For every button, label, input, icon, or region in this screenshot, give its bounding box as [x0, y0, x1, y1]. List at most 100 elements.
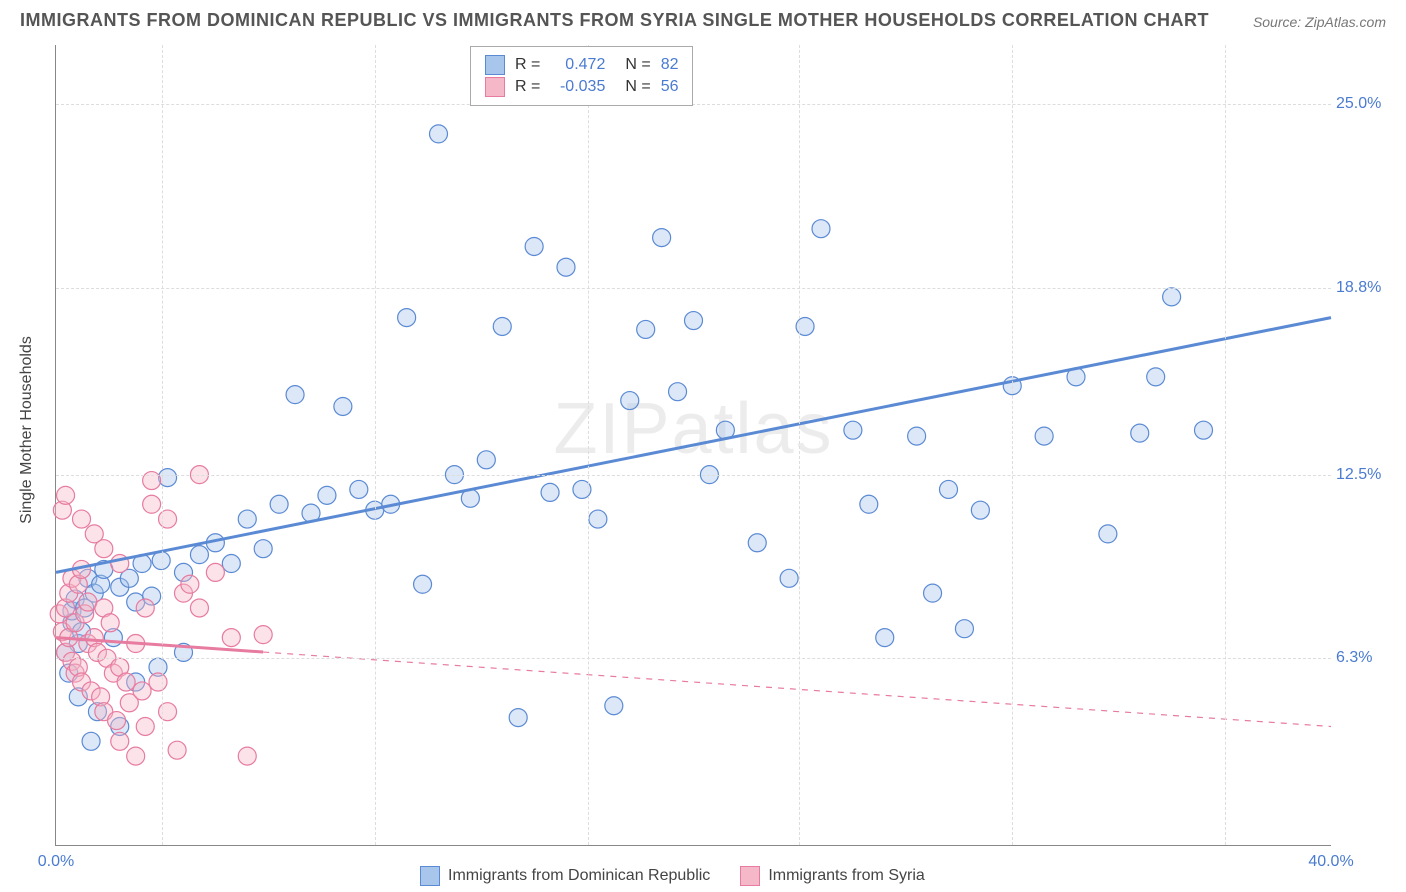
scatter-point — [860, 495, 878, 513]
legend-n-label: N = — [625, 56, 650, 74]
scatter-point — [685, 312, 703, 330]
scatter-point — [136, 717, 154, 735]
legend-r-value: -0.035 — [550, 78, 605, 96]
scatter-point — [637, 320, 655, 338]
gridline-v — [375, 45, 376, 845]
chart-title: IMMIGRANTS FROM DOMINICAN REPUBLIC VS IM… — [20, 10, 1209, 31]
scatter-point — [653, 229, 671, 247]
legend-series-item: Immigrants from Syria — [740, 866, 924, 886]
scatter-point — [669, 383, 687, 401]
scatter-point — [541, 483, 559, 501]
scatter-point — [971, 501, 989, 519]
scatter-point — [238, 510, 256, 528]
source-attribution: Source: ZipAtlas.com — [1253, 14, 1386, 30]
scatter-point — [82, 732, 100, 750]
gridline-v — [1012, 45, 1013, 845]
scatter-point — [1195, 421, 1213, 439]
gridline-h — [56, 288, 1331, 289]
y-tick-label: 12.5% — [1336, 466, 1391, 484]
scatter-point — [621, 392, 639, 410]
scatter-point — [73, 510, 91, 528]
y-tick-label: 25.0% — [1336, 95, 1391, 113]
legend-swatch — [485, 55, 505, 75]
y-tick-label: 6.3% — [1336, 649, 1391, 667]
legend-n-value: 56 — [661, 78, 679, 96]
scatter-point — [101, 614, 119, 632]
scatter-point — [1163, 288, 1181, 306]
scatter-point — [222, 555, 240, 573]
scatter-point — [149, 673, 167, 691]
scatter-point — [509, 709, 527, 727]
y-axis-title: Single Mother Households — [18, 336, 36, 524]
scatter-point — [605, 697, 623, 715]
scatter-point — [222, 629, 240, 647]
legend-r-label: R = — [515, 56, 540, 74]
scatter-point — [589, 510, 607, 528]
scatter-point — [525, 237, 543, 255]
scatter-point — [1035, 427, 1053, 445]
scatter-point — [1147, 368, 1165, 386]
scatter-point — [254, 626, 272, 644]
scatter-point — [1099, 525, 1117, 543]
legend-series-item: Immigrants from Dominican Republic — [420, 866, 710, 886]
legend-swatch — [420, 866, 440, 886]
scatter-point — [748, 534, 766, 552]
scatter-point — [127, 747, 145, 765]
scatter-point — [318, 486, 336, 504]
scatter-point — [430, 125, 448, 143]
scatter-point — [270, 495, 288, 513]
scatter-point — [844, 421, 862, 439]
chart-svg — [56, 45, 1331, 845]
legend-swatch — [740, 866, 760, 886]
y-tick-label: 18.8% — [1336, 279, 1391, 297]
scatter-point — [254, 540, 272, 558]
legend-series-label: Immigrants from Dominican Republic — [448, 867, 710, 885]
scatter-point — [79, 593, 97, 611]
gridline-h — [56, 104, 1331, 105]
scatter-point — [557, 258, 575, 276]
gridline-v — [162, 45, 163, 845]
legend-series: Immigrants from Dominican Republic Immigr… — [420, 866, 925, 886]
legend-series-label: Immigrants from Syria — [768, 867, 924, 885]
scatter-point — [398, 309, 416, 327]
plot-area: ZIPatlas 6.3%12.5%18.8%25.0%0.0%40.0% — [55, 45, 1331, 846]
scatter-point — [924, 584, 942, 602]
legend-row: R = -0.035 N = 56 — [485, 77, 678, 97]
scatter-point — [908, 427, 926, 445]
gridline-h — [56, 475, 1331, 476]
scatter-point — [117, 673, 135, 691]
scatter-point — [350, 480, 368, 498]
scatter-point — [190, 546, 208, 564]
gridline-v — [799, 45, 800, 845]
legend-correlation: R = 0.472 N = 82 R = -0.035 N = 56 — [470, 46, 693, 106]
gridline-h — [56, 658, 1331, 659]
scatter-point — [1131, 424, 1149, 442]
trend-line — [263, 652, 1331, 726]
scatter-point — [477, 451, 495, 469]
scatter-point — [57, 486, 75, 504]
scatter-point — [143, 495, 161, 513]
scatter-point — [780, 569, 798, 587]
scatter-point — [493, 317, 511, 335]
gridline-v — [1225, 45, 1226, 845]
legend-r-label: R = — [515, 78, 540, 96]
scatter-point — [812, 220, 830, 238]
scatter-point — [286, 386, 304, 404]
legend-n-value: 82 — [661, 56, 679, 74]
legend-row: R = 0.472 N = 82 — [485, 55, 678, 75]
scatter-point — [334, 397, 352, 415]
trend-line — [56, 318, 1331, 573]
scatter-point — [940, 480, 958, 498]
legend-r-value: 0.472 — [550, 56, 605, 74]
x-tick-label: 40.0% — [1308, 853, 1353, 871]
scatter-point — [136, 599, 154, 617]
scatter-point — [190, 599, 208, 617]
legend-n-label: N = — [625, 78, 650, 96]
scatter-point — [414, 575, 432, 593]
scatter-point — [133, 682, 151, 700]
legend-swatch — [485, 77, 505, 97]
scatter-point — [206, 563, 224, 581]
scatter-point — [111, 732, 129, 750]
scatter-point — [108, 712, 126, 730]
scatter-point — [876, 629, 894, 647]
